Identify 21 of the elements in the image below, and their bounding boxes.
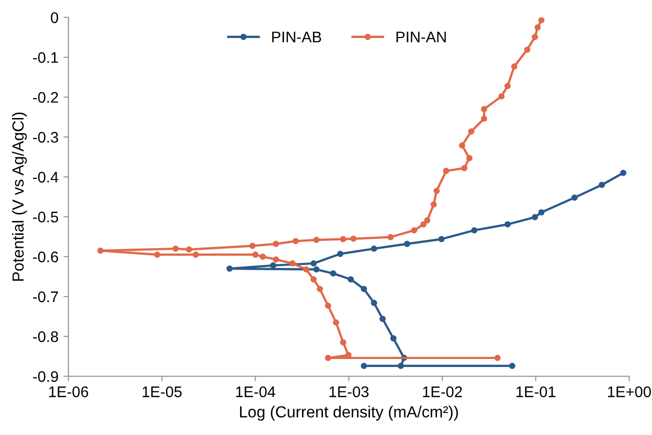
y-tick-label: -0.7 bbox=[33, 291, 58, 302]
x-tick-label: 1E-03 bbox=[330, 386, 369, 398]
x-tick-label: 1E-06 bbox=[49, 386, 88, 398]
y-tick-label: -0.9 bbox=[33, 371, 58, 382]
x-tick-label: 1E-02 bbox=[423, 386, 462, 398]
y-tick-label: 0 bbox=[50, 12, 58, 24]
x-axis-title: Log (Current density (mA/cm²)) bbox=[240, 406, 458, 421]
x-tick-label: 1E-01 bbox=[516, 386, 556, 398]
y-tick-label: -0.1 bbox=[33, 52, 58, 63]
y-tick-label: -0.3 bbox=[33, 132, 58, 143]
legend-label: PIN-AB bbox=[272, 32, 322, 42]
x-tick-label: 1E-04 bbox=[236, 386, 276, 398]
legend-label: PIN-AN bbox=[396, 32, 446, 42]
y-tick-label: -0.6 bbox=[33, 252, 58, 262]
y-tick-label: -0.4 bbox=[33, 172, 58, 183]
y-tick-label: -0.8 bbox=[33, 331, 58, 342]
y-tick-label: -0.2 bbox=[33, 92, 58, 103]
x-tick-label: 1E-05 bbox=[142, 386, 182, 398]
y-tick-label: -0.5 bbox=[33, 212, 58, 222]
y-axis-title: Potential (V vs Ag/AgCl) bbox=[12, 112, 27, 281]
x-tick-label: 1E+00 bbox=[608, 386, 651, 398]
